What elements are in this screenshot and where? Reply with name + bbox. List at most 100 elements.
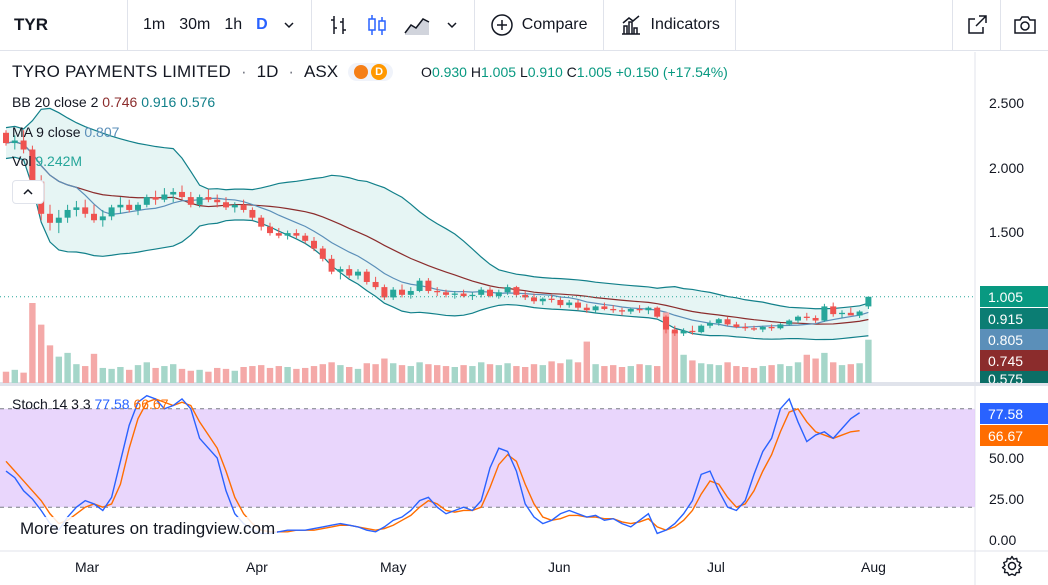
candle-body: [29, 149, 36, 182]
ohlc-values: O0.930 H1.005 L0.910 C1.005 +0.150 (+17.…: [421, 64, 728, 80]
top-toolbar: TYR 1m 30m 1h D Compare Indicators: [0, 0, 1048, 51]
compare-button[interactable]: Compare: [485, 9, 593, 41]
legend-sep-2: ·: [288, 62, 295, 81]
volume-bar: [838, 365, 846, 383]
volume-bar: [302, 367, 309, 383]
candle-body: [601, 306, 608, 309]
tradingview-watermark-link[interactable]: More features on tradingview.com: [18, 517, 278, 541]
volume-bar: [821, 352, 828, 383]
time-axis-label: Mar: [75, 559, 100, 575]
volume-bar: [196, 369, 203, 383]
chart-area[interactable]: TYRO PAYMENTS LIMITED · 1D · ASX D O0.93…: [0, 52, 1048, 585]
bb-label: BB 20 close 2: [12, 94, 99, 110]
candle-body: [355, 271, 361, 276]
volume-bar: [750, 367, 758, 383]
candle-body: [689, 330, 696, 333]
time-axis-label: Jun: [548, 559, 571, 575]
time-axis-label: Jul: [707, 559, 725, 575]
bars-chart-button[interactable]: [322, 9, 356, 41]
candle-body: [865, 296, 872, 307]
candle-body: [73, 207, 80, 210]
fullscreen-button[interactable]: [952, 0, 1000, 50]
candle-body: [469, 294, 476, 297]
volume-bar: [178, 368, 186, 383]
candle-body: [99, 216, 106, 221]
candle-body: [443, 292, 449, 295]
bb-legend[interactable]: BB 20 close 2 0.746 0.916 0.576: [12, 94, 215, 110]
stoch-d-value: 66.67: [133, 396, 169, 412]
candle-body: [531, 297, 537, 302]
bb-lower-tag: 0.575: [980, 371, 1048, 383]
stoch-legend[interactable]: Stoch 14 3 3 77.58 66.67: [12, 396, 169, 412]
market-status-badge[interactable]: D: [348, 63, 394, 81]
time-axis-label: Apr: [246, 559, 268, 575]
price-chart-canvas[interactable]: [0, 52, 1048, 585]
vol-legend[interactable]: Vol 9.242M: [12, 153, 82, 169]
change-value: +0.150 (+17.54%): [615, 64, 728, 80]
volume-bar: [407, 366, 414, 383]
candle-body: [372, 281, 379, 288]
ma-label: MA 9 close: [12, 124, 81, 140]
candle-body: [170, 191, 177, 195]
candle-body: [126, 204, 133, 210]
last-price-tag: 1.005: [980, 286, 1048, 307]
interval-1h-button[interactable]: 1h: [224, 16, 243, 33]
volume-bar: [372, 364, 379, 383]
vol-label: Vol: [12, 153, 32, 169]
stoch-label: Stoch 14 3 3: [12, 396, 91, 412]
stoch-axis-label: 0.00: [989, 532, 1017, 548]
volume-bar: [627, 366, 634, 383]
candle-body: [504, 287, 511, 293]
volume-bar: [55, 356, 62, 383]
area-icon: [404, 18, 430, 35]
volume-bar: [390, 363, 397, 383]
candle-body: [20, 140, 27, 150]
collapse-legend-button[interactable]: [12, 180, 44, 204]
volume-bar: [398, 365, 406, 383]
interval-d-button[interactable]: D: [256, 16, 268, 33]
volume-bar: [794, 362, 802, 383]
candle-body: [275, 233, 282, 236]
indicators-group: Indicators: [604, 0, 736, 50]
open-label: O: [421, 64, 432, 80]
volume-bar: [64, 352, 71, 383]
volume-bar: [134, 365, 142, 383]
candle-body: [249, 209, 256, 218]
settings-button[interactable]: [1000, 554, 1024, 578]
area-chart-button[interactable]: [398, 9, 436, 41]
legend-exchange: ASX: [304, 62, 339, 81]
volume-bar: [495, 365, 502, 383]
candles-chart-button[interactable]: [360, 9, 394, 41]
toolbar-right: [952, 0, 1048, 50]
candle-body: [645, 307, 652, 311]
volume-bar: [689, 360, 696, 383]
volume-bar: [522, 367, 529, 383]
candle-body: [82, 207, 89, 214]
volume-bar: [592, 364, 599, 383]
volume-bar: [354, 368, 362, 383]
candle-body: [152, 197, 159, 200]
candle-body: [698, 325, 705, 333]
ma-legend[interactable]: MA 9 close 0.807: [12, 124, 119, 140]
price-axis-label: 2.000: [989, 160, 1025, 176]
candle-body: [302, 235, 309, 241]
volume-bar: [530, 364, 538, 383]
indicators-button[interactable]: Indicators: [614, 9, 725, 41]
chevron-down-icon: [447, 22, 457, 29]
chart-type-dropdown-button[interactable]: [440, 14, 464, 36]
interval-dropdown-button[interactable]: [277, 14, 301, 36]
interval-1m-button[interactable]: 1m: [143, 16, 166, 33]
volume-bar: [654, 366, 661, 383]
candle-body: [91, 213, 97, 221]
volume-bar: [363, 363, 370, 383]
vol-value: 9.242M: [35, 153, 83, 169]
price-axis-label: 1.500: [989, 224, 1025, 240]
interval-30m-button[interactable]: 30m: [179, 16, 211, 33]
screenshot-button[interactable]: [1000, 0, 1048, 50]
candle-body: [856, 311, 863, 316]
candle-body: [64, 209, 71, 218]
volume-bar: [275, 366, 282, 383]
symbol-search-button[interactable]: TYR: [0, 0, 128, 50]
close-value: 1.005: [576, 64, 612, 80]
volume-bar: [662, 312, 670, 383]
